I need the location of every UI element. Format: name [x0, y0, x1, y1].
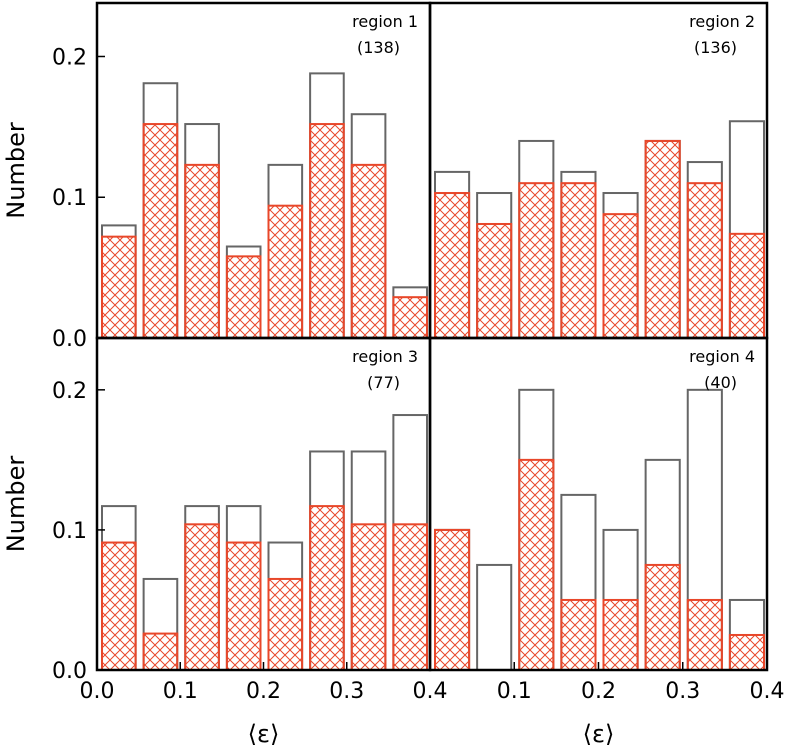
- bar: [728, 633, 765, 671]
- y-tick-label: 0.2: [52, 45, 87, 70]
- bar: [434, 192, 471, 339]
- bar: [350, 523, 387, 672]
- x-tick-label: 0.1: [163, 679, 198, 704]
- region-label: region 3: [352, 347, 418, 366]
- bar: [309, 505, 345, 671]
- x-tick-label: 0.1: [497, 679, 532, 704]
- bar: [267, 204, 304, 339]
- bar: [560, 182, 597, 339]
- bar: [518, 182, 555, 339]
- bar: [560, 598, 597, 672]
- x-tick-label: 0.3: [329, 679, 364, 704]
- bar: [644, 139, 681, 339]
- y-axis-label: Number: [2, 456, 30, 553]
- y-tick-label: 0.0: [52, 659, 87, 684]
- x-axis-label: ⟨ε⟩: [583, 720, 615, 748]
- y-tick-label: 0.1: [52, 519, 87, 544]
- bar: [518, 458, 555, 671]
- x-axis-label: ⟨ε⟩: [248, 720, 280, 748]
- y-axis-label: Number: [2, 122, 30, 219]
- bar: [101, 541, 137, 671]
- bar: [434, 528, 471, 671]
- bar: [476, 222, 513, 339]
- bar: [644, 563, 681, 671]
- bar: [225, 541, 262, 671]
- bar: [309, 123, 345, 340]
- region-label: region 4: [689, 347, 755, 366]
- x-tick-label: 0.0: [80, 679, 115, 704]
- region-count: (40): [704, 373, 737, 392]
- bar: [392, 296, 428, 339]
- region-count: (77): [367, 373, 400, 392]
- bar: [392, 523, 428, 672]
- region-count: (136): [694, 38, 737, 57]
- bar: [602, 213, 639, 340]
- bar: [602, 598, 639, 672]
- y-tick-label: 0.1: [52, 186, 87, 211]
- x-tick-label: 0.4: [413, 679, 448, 704]
- x-tick-label: 0.4: [750, 679, 785, 704]
- bar: [476, 563, 513, 671]
- x-tick-label: 0.3: [665, 679, 700, 704]
- region-label: region 1: [352, 12, 418, 31]
- bar: [686, 598, 723, 672]
- bar: [225, 255, 262, 340]
- region-label: region 2: [689, 12, 755, 31]
- bar: [728, 232, 765, 339]
- bar: [142, 632, 179, 672]
- bar: [686, 182, 723, 339]
- y-tick-label: 0.0: [52, 327, 87, 352]
- x-tick-label: 0.2: [246, 679, 281, 704]
- y-tick-label: 0.2: [52, 379, 87, 404]
- bar: [267, 577, 304, 671]
- bar: [142, 123, 179, 340]
- bar: [350, 163, 387, 339]
- bar: [184, 523, 220, 672]
- region-count: (138): [357, 38, 400, 57]
- bar: [101, 235, 137, 339]
- bar: [184, 163, 220, 339]
- x-tick-label: 0.2: [581, 679, 616, 704]
